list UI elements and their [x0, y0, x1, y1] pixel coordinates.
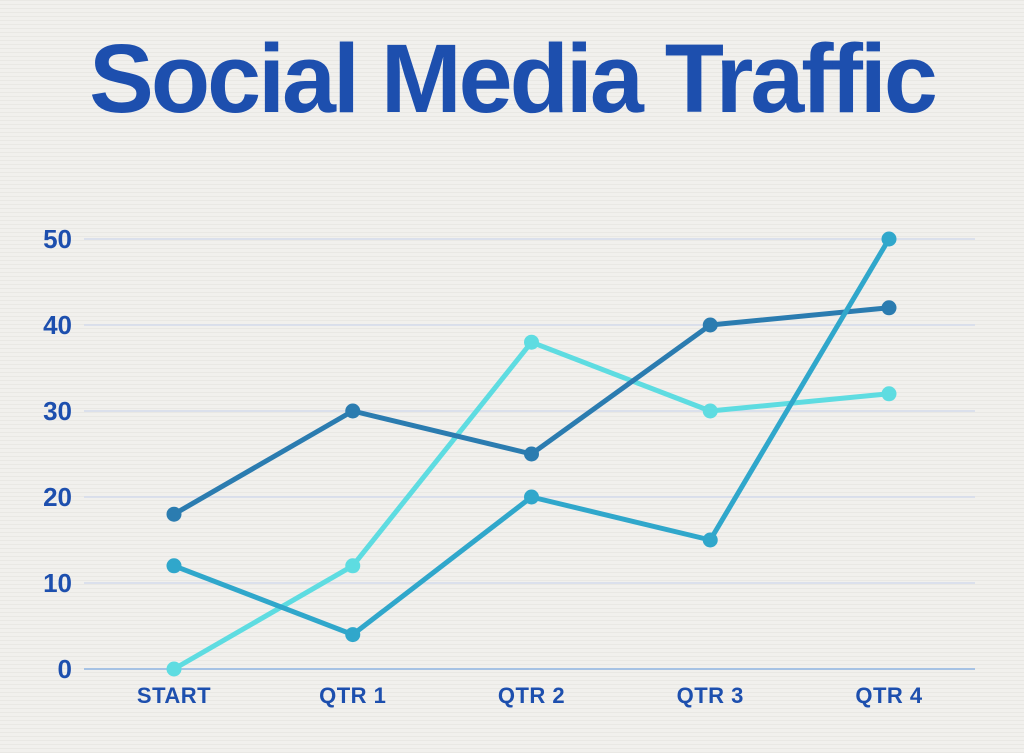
x-axis-tick-label: QTR 2 — [498, 683, 565, 708]
x-axis-tick-label: QTR 3 — [677, 683, 744, 708]
teal-line-point — [345, 627, 361, 643]
light-cyan-line-point — [345, 558, 361, 574]
dark-blue-line-point — [166, 506, 182, 522]
teal-line-point — [524, 489, 539, 505]
y-axis-tick-label: 20 — [43, 482, 72, 512]
x-axis-tick-label: START — [137, 683, 211, 708]
x-axis-tick-label: QTR 4 — [855, 683, 923, 708]
light-cyan-line-point — [702, 403, 718, 419]
dark-blue-line-point — [702, 317, 718, 333]
x-axis-tick-label: QTR 1 — [319, 683, 386, 708]
light-cyan-line-point — [881, 386, 897, 402]
y-axis-tick-label: 30 — [43, 396, 72, 426]
y-axis-tick-label: 10 — [43, 568, 72, 598]
y-axis-tick-label: 50 — [43, 224, 72, 254]
teal-line-point — [881, 231, 897, 247]
dark-blue-line-point — [524, 446, 539, 462]
light-cyan-line — [171, 339, 892, 672]
teal-line-point — [702, 532, 718, 548]
teal-line — [171, 236, 892, 638]
dark-blue-line-point — [881, 300, 897, 316]
dark-blue-line-point — [345, 403, 361, 419]
y-axis-tick-label: 0 — [58, 654, 72, 684]
teal-line-point — [166, 558, 182, 574]
light-cyan-line-point — [524, 334, 539, 350]
y-axis-tick-label: 40 — [43, 310, 72, 340]
chart-title: Social Media Traffic — [89, 24, 938, 133]
light-cyan-line-point — [166, 661, 182, 677]
